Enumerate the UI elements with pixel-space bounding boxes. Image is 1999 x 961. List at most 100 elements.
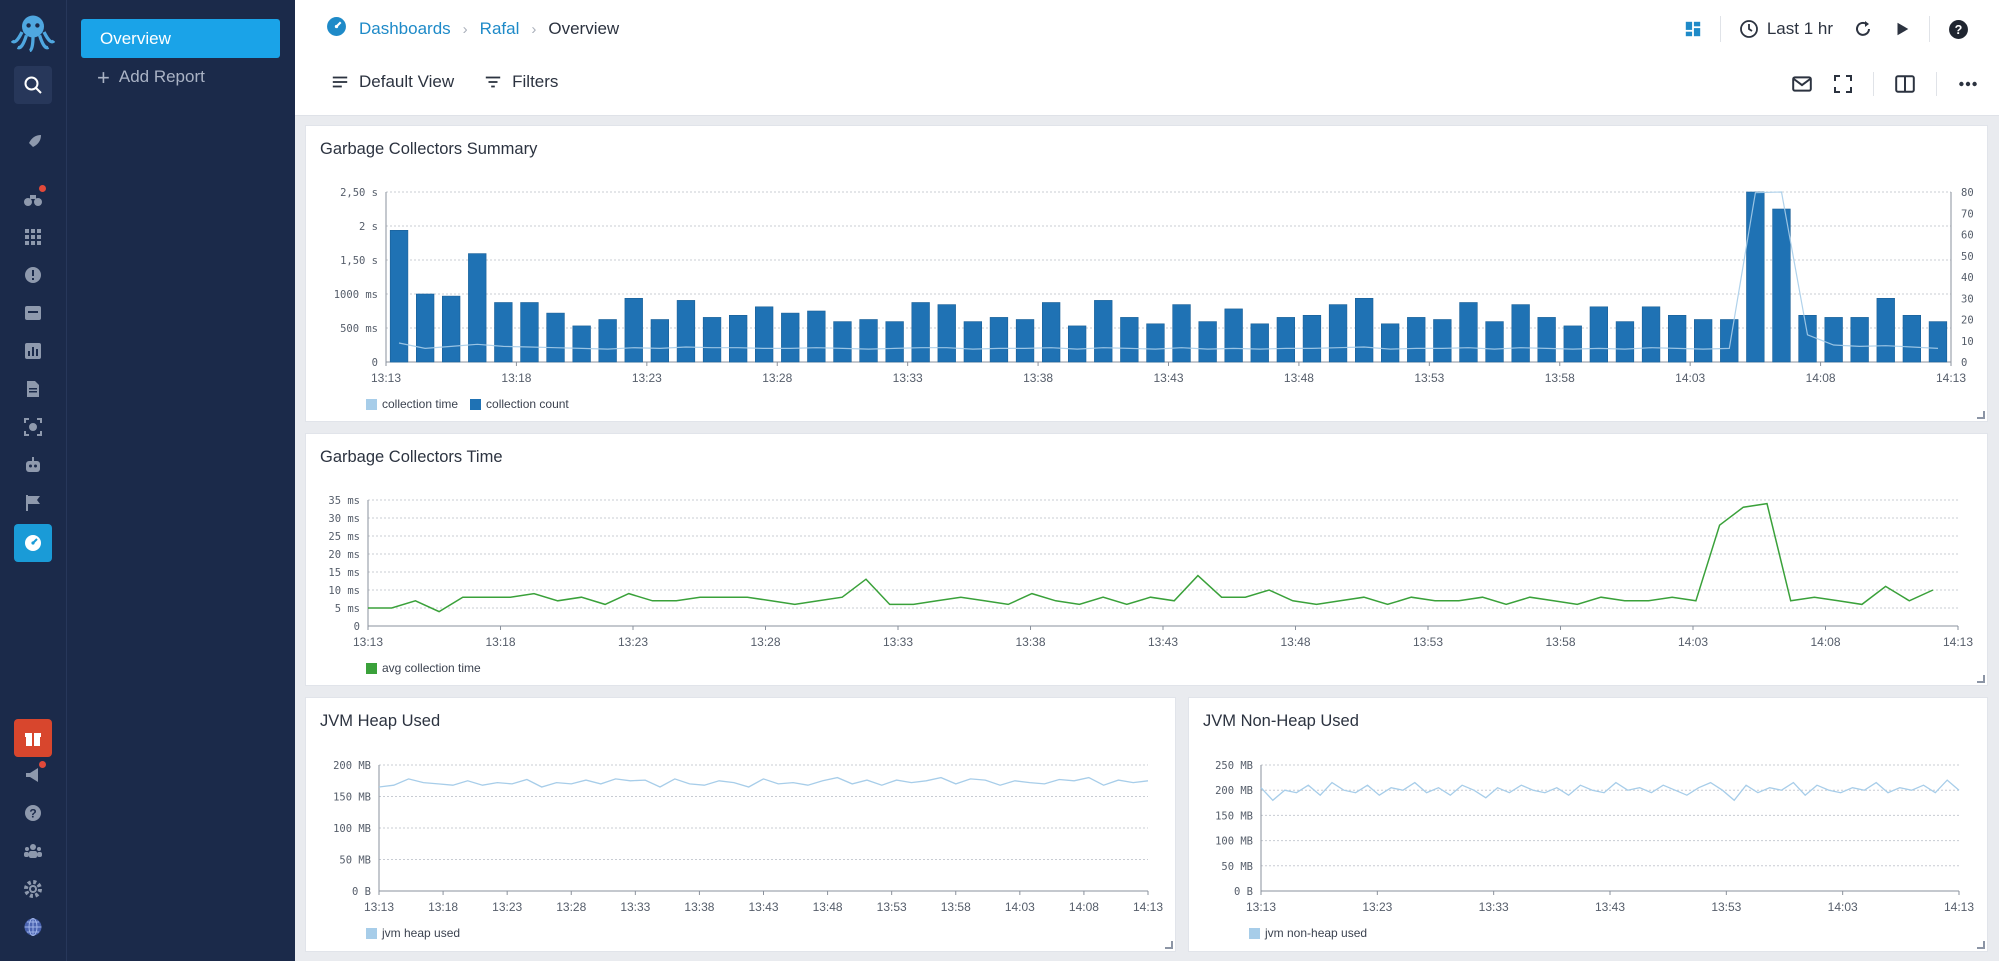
view-toolbar: Default View Filters [331,72,558,92]
binoculars-icon[interactable] [14,180,52,218]
panel-jvm-nonheap: JVM Non-Heap Used 0 B 50 MB 100 MB 150 MB 20… [1188,697,1988,952]
alert-icon[interactable] [14,256,52,294]
default-view-button[interactable]: Default View [331,72,454,92]
legend-item[interactable]: jvm non-heap used [1249,926,1367,940]
panel-title: Garbage Collectors Time [320,448,503,466]
email-icon[interactable] [1791,73,1813,95]
icon-rail: ? [0,0,66,961]
jvm-nonheap-chart: 0 B 50 MB 100 MB 150 MB 200 MB 250 MB 13:13 13:… [1215,760,1974,914]
panel-title: JVM Non-Heap Used [1203,712,1359,730]
search-icon[interactable] [14,66,52,104]
time-range-button[interactable]: Last 1 hr [1729,14,1843,44]
x-tick-label: 13:48 [1284,371,1314,385]
collection-count-bar [1041,302,1061,363]
globe-icon[interactable] [14,908,52,946]
y-right-tick-label: 40 [1961,272,1974,284]
collection-count-bar [1067,325,1087,363]
report-item-overview[interactable]: Overview [81,19,280,58]
gift-icon[interactable] [14,719,52,757]
collection-count-bar [963,321,983,363]
x-tick-label: 13:33 [893,371,923,385]
panel-gc-summary: Garbage Collectors Summary 0 500 ms 1000 m… [305,125,1988,422]
megaphone-icon[interactable] [14,756,52,794]
x-tick-label: 13:23 [618,635,648,649]
x-tick-label: 14:08 [1069,900,1099,914]
y-tick-label: 250 MB [1215,760,1253,772]
legend-swatch [470,398,482,410]
y-tick-label: 0 B [352,886,371,898]
y-right-tick-label: 0 [1961,357,1967,369]
team-icon[interactable] [14,832,52,870]
x-tick-label: 14:13 [1944,900,1974,914]
rocket-icon[interactable] [14,124,52,162]
legend-swatch [366,398,377,410]
breadcrumb-current: Overview [548,19,620,38]
x-tick-label: 13:43 [1148,635,1178,649]
scan-icon[interactable] [14,408,52,446]
flag-icon[interactable] [14,484,52,522]
jvm-heap-used-line [378,776,1149,788]
divider [1936,72,1937,96]
x-tick-label: 14:03 [1005,900,1035,914]
x-tick-label: 13:43 [748,900,778,914]
filters-button[interactable]: Filters [484,72,558,92]
help-button[interactable]: ? [1938,14,1979,44]
document-icon[interactable] [14,370,52,408]
avg-collection-time-line [368,502,1934,613]
add-report-button[interactable]: + Add Report [97,66,205,88]
header-actions: Last 1 hr ? [1674,14,1979,44]
collection-count-bar [1146,323,1165,363]
x-tick-label: 13:43 [1153,371,1183,385]
collection-count-bar [1302,315,1322,363]
breadcrumb-rafal[interactable]: Rafal [479,19,520,38]
fullscreen-icon[interactable] [1833,74,1853,94]
legend-item[interactable]: collection time [366,397,458,411]
y-tick-label: 200 MB [333,760,371,772]
inbox-icon[interactable] [14,294,52,332]
breadcrumb-dashboards[interactable]: Dashboards [359,19,451,38]
y-right-tick-label: 80 [1961,187,1974,199]
collection-count-bar [676,300,696,363]
y-tick-label: 15 ms [328,567,360,579]
help-icon[interactable]: ? [14,794,52,832]
x-tick-label: 14:13 [1943,635,1973,649]
dashboard-layout-button[interactable] [1674,14,1712,44]
split-view-icon[interactable] [1894,73,1916,95]
legend-item[interactable]: avg collection time [366,661,481,675]
collection-count-bar [1094,300,1113,363]
x-tick-label: 13:33 [620,900,650,914]
x-tick-label: 13:28 [750,635,780,649]
robot-icon[interactable] [14,446,52,484]
bar-chart-icon[interactable] [14,332,52,370]
y-tick-label: 200 MB [1215,785,1253,797]
y-tick-label: 50 MB [339,855,371,867]
refresh-button[interactable] [1843,14,1883,44]
x-tick-label: 13:38 [1015,635,1045,649]
octopus-logo-icon[interactable] [8,10,58,54]
legend-item[interactable]: collection count [470,397,569,411]
resize-handle[interactable] [1165,941,1173,949]
collection-count-bar [989,317,1009,363]
play-button[interactable] [1883,14,1921,44]
y-right-tick-label: 10 [1961,336,1974,348]
x-tick-label: 13:53 [1414,371,1444,385]
settings-icon[interactable] [14,870,52,908]
y-right-tick-label: 50 [1961,251,1974,263]
collection-count-bar [1746,191,1765,363]
resize-handle[interactable] [1977,675,1985,683]
collection-count-bar [1850,317,1869,363]
y-tick-label: 5 ms [335,603,360,615]
dashboards-gauge-icon [326,16,347,42]
more-options-icon[interactable] [1957,73,1979,95]
layout-icon [1685,21,1701,37]
legend-item[interactable]: jvm heap used [366,926,460,940]
collection-count-bar [1328,304,1348,363]
legend-label: jvm heap used [382,926,461,940]
resize-handle[interactable] [1977,411,1985,419]
chevron-right-icon: › [462,20,468,38]
resize-handle[interactable] [1977,941,1985,949]
collection-count-bar [1615,321,1635,363]
apps-grid-icon[interactable] [14,218,52,256]
collection-count-bar [416,293,435,363]
dashboard-gauge-icon[interactable] [14,524,52,562]
